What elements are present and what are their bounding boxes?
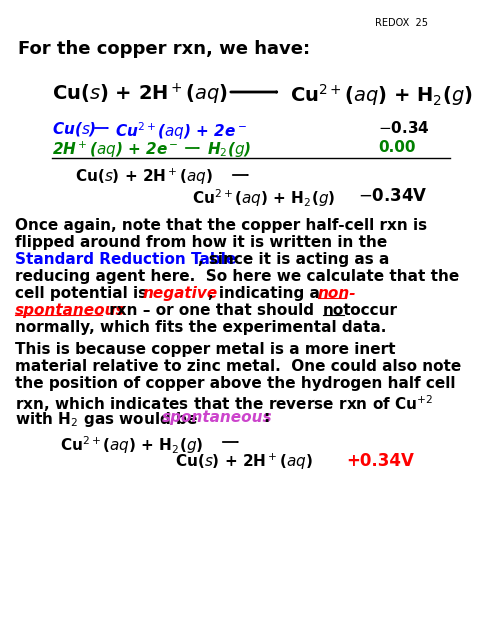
Text: Once again, note that the copper half-cell rxn is: Once again, note that the copper half-ce…	[15, 218, 427, 233]
Text: not: not	[323, 303, 351, 318]
Text: reducing agent here.  So here we calculate that the: reducing agent here. So here we calculat…	[15, 269, 459, 284]
Text: Standard Reduction Table: Standard Reduction Table	[15, 252, 236, 267]
Text: REDOX  25: REDOX 25	[375, 18, 428, 28]
Text: Cu$^{2+}$($aq$) + H$_2$($g$): Cu$^{2+}$($aq$) + H$_2$($g$)	[60, 434, 203, 456]
Text: +0.34V: +0.34V	[346, 452, 414, 470]
Text: Cu($s$) + 2H$^+$($aq$): Cu($s$) + 2H$^+$($aq$)	[75, 167, 213, 188]
Text: rxn – or one that should: rxn – or one that should	[104, 303, 319, 318]
Text: flipped around from how it is written in the: flipped around from how it is written in…	[15, 235, 387, 250]
Text: :: :	[263, 410, 269, 425]
Text: Cu($s$) + 2H$^+$($aq$): Cu($s$) + 2H$^+$($aq$)	[52, 82, 228, 108]
Text: spontaneous: spontaneous	[15, 303, 126, 318]
Text: material relative to zinc metal.  One could also note: material relative to zinc metal. One cou…	[15, 359, 461, 374]
Text: Cu($s$) + 2H$^+$($aq$): Cu($s$) + 2H$^+$($aq$)	[175, 452, 313, 472]
Text: Cu($s$): Cu($s$)	[52, 120, 97, 138]
Text: Cu$^{2+}$($aq$) + 2e$^-$: Cu$^{2+}$($aq$) + 2e$^-$	[115, 120, 247, 141]
Text: non-: non-	[318, 286, 356, 301]
Text: negative: negative	[143, 286, 218, 301]
Text: This is because copper metal is a more inert: This is because copper metal is a more i…	[15, 342, 396, 357]
Text: with H$_2$ gas would be: with H$_2$ gas would be	[15, 410, 199, 429]
Text: Cu$^{2+}$($aq$) + H$_2$($g$): Cu$^{2+}$($aq$) + H$_2$($g$)	[290, 82, 473, 108]
Text: , indicating a: , indicating a	[208, 286, 325, 301]
Text: 2H$^+$($aq$) + 2e$^-$: 2H$^+$($aq$) + 2e$^-$	[52, 140, 178, 160]
Text: Cu$^{2+}$($aq$) + H$_2$($g$): Cu$^{2+}$($aq$) + H$_2$($g$)	[192, 187, 335, 209]
Text: occur: occur	[345, 303, 397, 318]
Text: 0.00: 0.00	[378, 140, 415, 155]
Text: , since it is acting as a: , since it is acting as a	[198, 252, 390, 267]
Text: normally, which fits the experimental data.: normally, which fits the experimental da…	[15, 320, 387, 335]
Text: H$_2$($g$): H$_2$($g$)	[207, 140, 251, 159]
Text: spontaneous: spontaneous	[162, 410, 273, 425]
Text: For the copper rxn, we have:: For the copper rxn, we have:	[18, 40, 310, 58]
Text: rxn, which indicates that the reverse rxn of Cu$^{+2}$: rxn, which indicates that the reverse rx…	[15, 393, 433, 413]
Text: $-$0.34: $-$0.34	[378, 120, 430, 136]
Text: $-$0.34V: $-$0.34V	[358, 187, 428, 205]
Text: the position of copper above the hydrogen half cell: the position of copper above the hydroge…	[15, 376, 455, 391]
Text: cell potential is: cell potential is	[15, 286, 152, 301]
